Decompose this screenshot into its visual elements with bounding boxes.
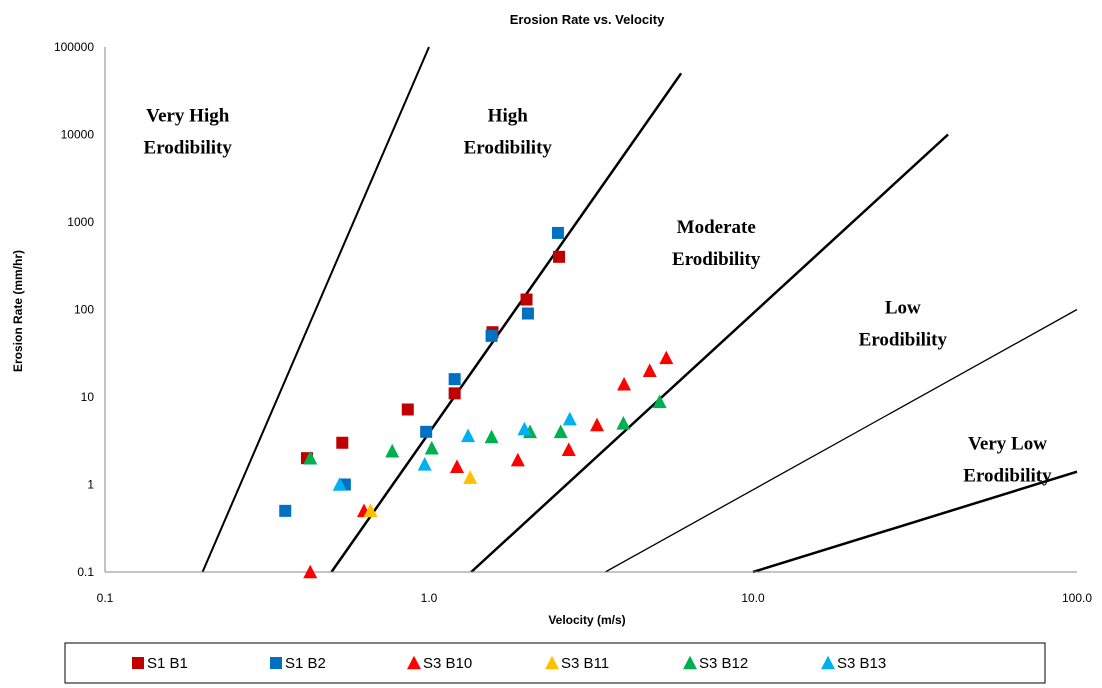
y-tick-label: 100 [74, 303, 94, 317]
chart-title: Erosion Rate vs. Velocity [510, 12, 665, 27]
legend-marker [683, 655, 697, 670]
data-point [521, 307, 534, 320]
boundary-line [604, 308, 1078, 573]
data-point [484, 429, 499, 444]
data-point [652, 394, 667, 409]
data-point [510, 452, 525, 467]
data-point [461, 428, 476, 443]
data-point [553, 250, 566, 263]
zone-label: Low [885, 298, 921, 319]
data-point [448, 373, 461, 386]
y-axis-label: Erosion Rate (mm/hr) [11, 250, 25, 372]
data-point [363, 503, 378, 518]
y-tick-label: 100000 [54, 40, 94, 54]
data-point [589, 417, 604, 432]
data-point [517, 421, 532, 436]
x-tick-label: 0.1 [97, 591, 114, 605]
legend-label: S3 B11 [561, 655, 609, 672]
x-tick-label: 10.0 [741, 591, 765, 605]
x-tick-label: 100.0 [1062, 591, 1092, 605]
x-tick-labels: 0.1 1.0 10.0 100.0 [97, 591, 1093, 605]
data-point [551, 226, 564, 239]
zone-label: Very High [146, 106, 230, 127]
data-point [617, 376, 632, 391]
data-point [401, 403, 414, 416]
y-tick-labels: 0.1 1 10 100 1000 10000 100000 [54, 40, 94, 579]
boundary-line [470, 133, 949, 573]
data-point [303, 450, 318, 465]
boundary-lines [201, 46, 1078, 574]
legend-marker [270, 657, 282, 669]
y-tick-label: 10000 [61, 128, 95, 142]
data-point [420, 425, 433, 438]
legend-marker [407, 655, 421, 670]
y-tick-label: 1 [87, 478, 94, 492]
legend-label: S3 B12 [699, 655, 748, 672]
boundary-line [330, 72, 683, 573]
data-point [561, 442, 576, 456]
zone-label: Erodibility [464, 138, 553, 159]
data-point [385, 443, 400, 458]
zone-label: High [488, 106, 529, 127]
data-point [642, 363, 657, 377]
legend-label: S1 B1 [147, 655, 188, 672]
data-point [417, 457, 432, 471]
data-point [485, 329, 498, 342]
zone-labels: Very High Erodibility High Erodibility Moder… [144, 106, 1053, 487]
data-point [336, 436, 349, 449]
legend-marker [545, 655, 559, 670]
data-point [562, 411, 577, 426]
data-point [659, 350, 674, 365]
zone-label: Erodibility [144, 138, 233, 159]
data-point [616, 416, 631, 430]
data-point [424, 440, 439, 455]
legend: S1 B1 S1 B2 S3 B10 S3 B11 S3 B12 S3 B13 [132, 655, 886, 672]
x-tick-label: 1.0 [421, 591, 438, 605]
data-point [520, 293, 533, 306]
boundary-line [752, 470, 1078, 574]
legend-label: S1 B2 [285, 655, 326, 672]
legend-marker [132, 657, 144, 669]
data-point [553, 424, 568, 439]
y-tick-label: 0.1 [77, 565, 94, 579]
data-point [332, 477, 347, 491]
legend-label: S3 B10 [423, 655, 472, 672]
zone-label: Erodibility [672, 249, 761, 270]
y-tick-label: 1000 [67, 215, 94, 229]
data-point [303, 564, 318, 579]
legend-marker [821, 655, 835, 670]
x-axis-label: Velocity (m/s) [548, 613, 625, 627]
data-points [279, 226, 674, 579]
data-point [448, 387, 461, 400]
legend-label: S3 B13 [837, 655, 886, 672]
zone-label: Erodibility [963, 466, 1052, 487]
data-point [463, 470, 478, 484]
y-tick-label: 10 [81, 390, 95, 404]
zone-label: Very Low [968, 434, 1047, 455]
boundary-line [201, 46, 430, 573]
zone-label: Erodibility [859, 330, 948, 351]
data-point [449, 459, 464, 473]
zone-label: Moderate [677, 217, 756, 238]
data-point [279, 504, 292, 517]
legend-box [64, 642, 1046, 684]
